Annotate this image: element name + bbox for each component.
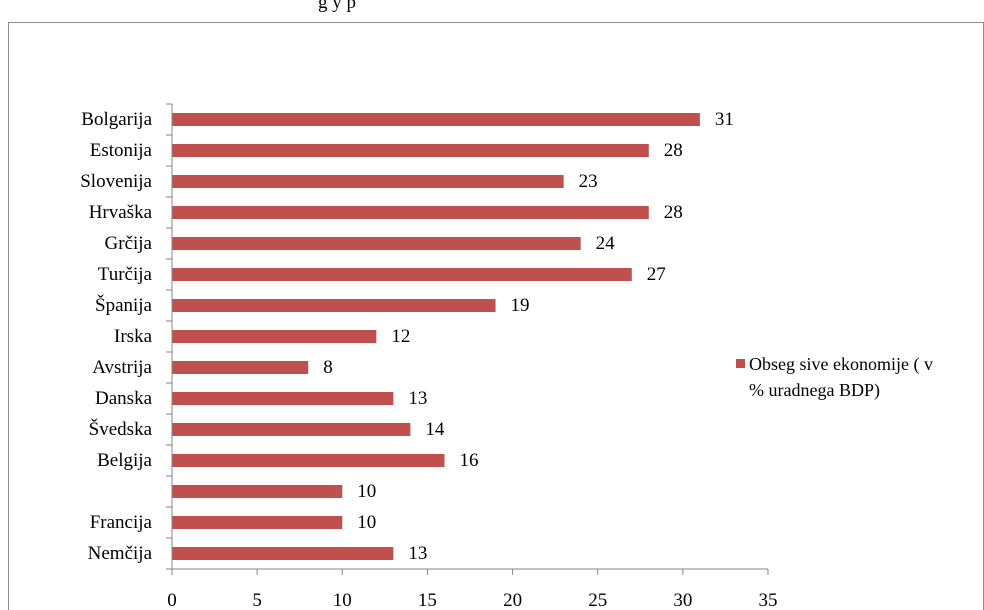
bar [172, 392, 394, 405]
data-label: 28 [664, 140, 683, 161]
bar [172, 299, 496, 312]
category-label: Slovenija [80, 171, 152, 192]
bar [172, 175, 564, 188]
category-label: Grčija [105, 233, 153, 254]
bar [172, 454, 445, 467]
legend-swatch [736, 359, 745, 368]
legend: Obseg sive ekonomije ( v % uradnega BDP) [736, 354, 933, 401]
category-label: Nemčija [88, 543, 153, 564]
category-label: Belgija [97, 450, 152, 471]
data-label: 23 [579, 171, 598, 192]
data-label: 27 [647, 264, 666, 285]
category-label: Danska [95, 388, 153, 409]
bar [172, 330, 377, 343]
chart-frame [8, 22, 984, 610]
data-label: 10 [357, 512, 376, 533]
bar [172, 485, 343, 498]
data-label: 31 [715, 109, 734, 130]
bar [172, 516, 343, 529]
bars-layer: 31 28 23 28 24 27 19 12 8 13 14 16 10 10 13 [172, 109, 734, 564]
bar [172, 423, 411, 436]
category-label: Bolgarija [81, 109, 152, 130]
category-label: Turčija [98, 264, 153, 285]
category-label: Španija [95, 294, 153, 316]
x-tick-label: 20 [503, 590, 522, 610]
category-label: Estonija [90, 140, 153, 161]
bar [172, 113, 700, 126]
x-tick-label: 10 [333, 590, 352, 610]
x-tick-label: 15 [418, 590, 437, 610]
x-tick-label: 5 [252, 590, 262, 610]
data-label: 13 [408, 543, 427, 564]
title-fragment: g y p [318, 0, 356, 13]
data-label: 10 [357, 481, 376, 502]
x-tick-label: 0 [167, 590, 177, 610]
data-label: 14 [425, 419, 445, 440]
x-tick-label: 30 [673, 590, 692, 610]
x-tick-label: 35 [759, 590, 778, 610]
data-label: 24 [596, 233, 616, 254]
bar [172, 268, 632, 281]
data-label: 13 [408, 388, 427, 409]
legend-label-line-1: Obseg sive ekonomije ( v [749, 354, 933, 375]
data-label: 16 [459, 450, 478, 471]
category-label: Hrvaška [89, 202, 153, 223]
data-label: 19 [511, 295, 530, 316]
data-label: 12 [391, 326, 410, 347]
category-label: Francija [90, 512, 153, 533]
x-tick-label: 25 [588, 590, 607, 610]
bar [172, 206, 649, 219]
data-label: 8 [323, 357, 333, 378]
axis-layer: Bolgarija Estonija Slovenija Hrvaška Grčija T… [80, 103, 778, 610]
bar [172, 547, 394, 560]
category-label: Avstrija [92, 357, 152, 378]
legend-label-line-2: % uradnega BDP) [749, 380, 880, 401]
bar [172, 144, 649, 157]
category-label: Švedska [89, 418, 153, 440]
data-label: 28 [664, 202, 683, 223]
bar [172, 361, 309, 374]
bar [172, 237, 581, 250]
category-label: Irska [114, 326, 153, 347]
